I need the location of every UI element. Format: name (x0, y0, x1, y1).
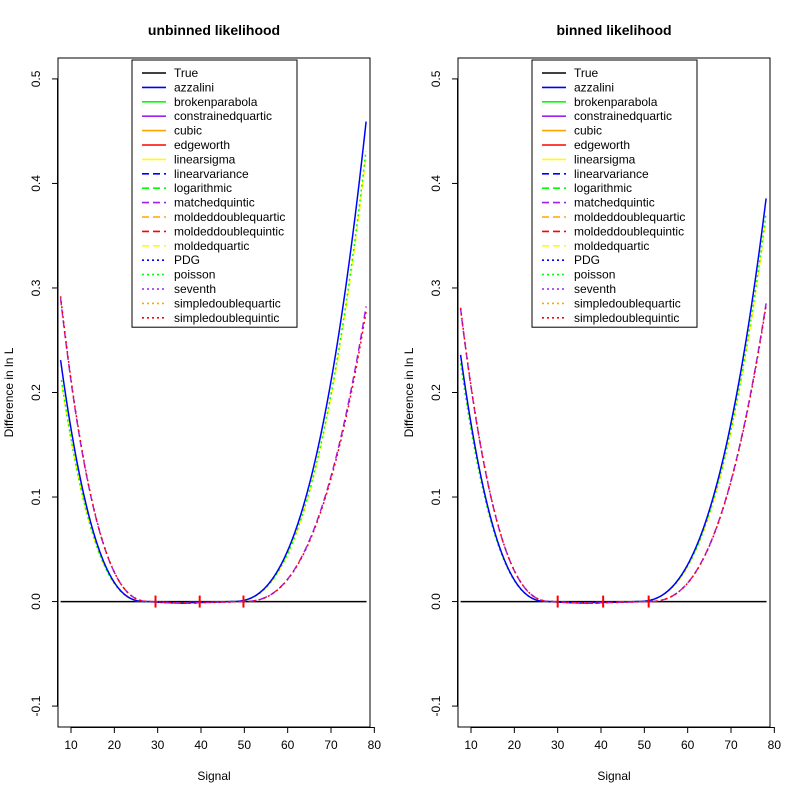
x-tick-label: 80 (768, 738, 782, 752)
legend-box (531, 59, 698, 328)
legend-label: moldeddoublequartic (574, 210, 685, 224)
legend-label: moldeddoublequintic (174, 224, 284, 238)
legend-label: simpledoublequartic (574, 296, 681, 310)
legend-label: brokenparabola (574, 95, 658, 109)
legend-label: linearsigma (574, 152, 636, 166)
legend-label: linearsigma (174, 152, 236, 166)
x-tick-label: 80 (368, 738, 382, 752)
legend-label: matchedquintic (574, 196, 655, 210)
legend-label: linearvariance (574, 167, 649, 181)
legend-label: True (174, 66, 199, 80)
x-tick-label: 70 (724, 738, 738, 752)
x-tick-label: 40 (594, 738, 608, 752)
legend-label: linearvariance (174, 167, 249, 181)
legend-label: azzalini (574, 80, 614, 94)
curves (59, 121, 367, 604)
y-tick-label: 0.4 (429, 175, 443, 192)
y-tick-label: 0.0 (29, 593, 43, 610)
y-tick-label: 0.3 (429, 279, 443, 296)
legend-label: PDG (574, 253, 600, 267)
legend-label: cubic (174, 124, 202, 138)
legend: Trueazzalinibrokenparabolaconstrainedqua… (131, 59, 298, 328)
legend-label: True (574, 66, 599, 80)
legend-box (131, 59, 298, 328)
legend-label: matchedquintic (174, 196, 255, 210)
legend-label: logarithmic (574, 181, 632, 195)
legend-label: logarithmic (174, 181, 232, 195)
series-curve-red (459, 305, 767, 604)
x-tick-label: 20 (108, 738, 122, 752)
y-tick-label: 0.0 (429, 593, 443, 610)
x-tick-label: 60 (681, 738, 695, 752)
legend-label: seventh (174, 282, 216, 296)
panel-title: unbinned likelihood (148, 22, 280, 38)
panel-1: unbinned likelihood 10 20 30 40 50 60 70 80 Signa… (2, 22, 381, 783)
legend-label: moldeddoublequartic (174, 210, 285, 224)
panel-2: binned likelihood 10 20 30 40 50 60 70 80 Signal -… (402, 22, 781, 783)
y-axis-label: Difference in ln L (2, 347, 16, 437)
legend: Trueazzalinibrokenparabolaconstrainedqua… (531, 59, 698, 328)
series-curve-purple (459, 303, 767, 604)
y-tick-label: 0.5 (429, 70, 443, 87)
y-tick-label: -0.1 (429, 695, 443, 716)
legend-label: moldedquartic (574, 239, 649, 253)
legend-label: simpledoublequartic (174, 296, 281, 310)
y-axis-label: Difference in ln L (402, 347, 416, 437)
legend-label: edgeworth (174, 138, 230, 152)
series-curve-blue (459, 198, 767, 604)
series-curve-blue (59, 121, 367, 604)
legend-label: poisson (174, 268, 215, 282)
y-tick-label: 0.3 (29, 279, 43, 296)
x-tick-label: 60 (281, 738, 295, 752)
x-tick-label: 70 (324, 738, 338, 752)
x-tick-label: 20 (508, 738, 522, 752)
x-axis-label: Signal (597, 769, 630, 783)
y-tick-label: 0.1 (29, 488, 43, 505)
series-curve-red (59, 296, 367, 604)
legend-label: simpledoublequintic (174, 311, 279, 325)
x-axis-label: Signal (197, 769, 230, 783)
x-tick-label: 10 (464, 738, 478, 752)
x-tick-label: 30 (151, 738, 165, 752)
legend-label: PDG (174, 253, 200, 267)
legend-label: constrainedquartic (174, 109, 272, 123)
series-curve-purple (59, 298, 367, 604)
y-tick-label: 0.2 (429, 384, 443, 401)
panel-title: binned likelihood (556, 22, 671, 38)
legend-label: moldeddoublequintic (574, 224, 684, 238)
legend-label: poisson (574, 268, 615, 282)
legend-label: edgeworth (574, 138, 630, 152)
x-tick-label: 30 (551, 738, 565, 752)
y-tick-label: 0.5 (29, 70, 43, 87)
x-tick-label: 10 (64, 738, 78, 752)
legend-label: simpledoublequintic (574, 311, 679, 325)
legend-label: seventh (574, 282, 616, 296)
x-tick-label: 50 (638, 738, 652, 752)
x-tick-label: 50 (238, 738, 252, 752)
y-tick-label: 0.4 (29, 175, 43, 192)
legend-label: moldedquartic (174, 239, 249, 253)
y-tick-label: 0.1 (429, 488, 443, 505)
legend-label: constrainedquartic (574, 109, 672, 123)
y-tick-label: -0.1 (29, 695, 43, 716)
y-tick-label: 0.2 (29, 384, 43, 401)
legend-label: azzalini (174, 80, 214, 94)
x-tick-label: 40 (194, 738, 208, 752)
curves (459, 198, 767, 604)
legend-label: cubic (574, 124, 602, 138)
legend-label: brokenparabola (174, 95, 258, 109)
